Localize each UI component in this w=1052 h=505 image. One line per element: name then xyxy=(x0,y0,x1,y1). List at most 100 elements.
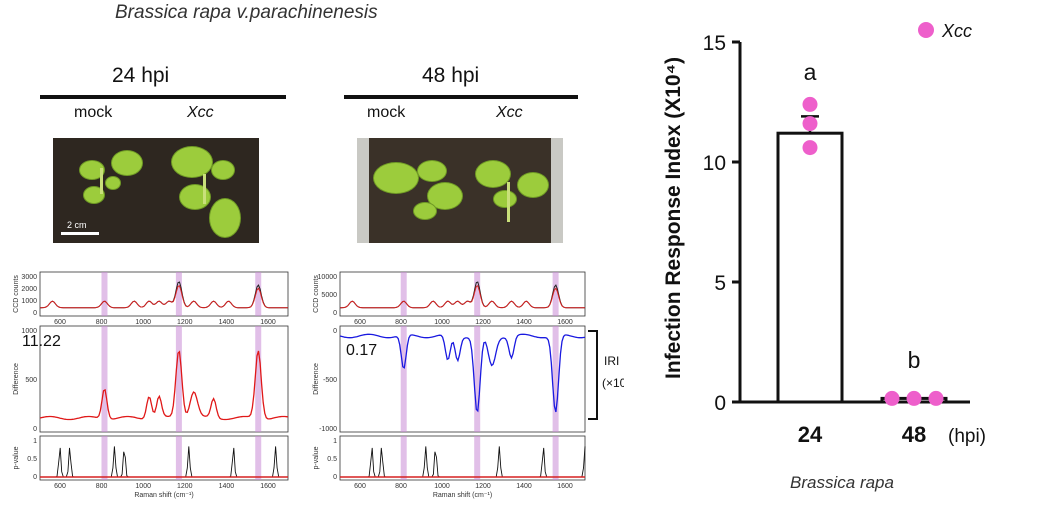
panel-24-xcc-label: Xcc xyxy=(187,104,214,121)
y-tick-label: 10 xyxy=(703,152,726,175)
difference-spectrum-line xyxy=(339,333,586,413)
spectrum-x-tick: 600 xyxy=(54,483,66,490)
scale-bar-label: 2 cm xyxy=(67,220,87,230)
highlight-band xyxy=(552,436,559,480)
legend-label: Xcc xyxy=(941,21,972,41)
spectrum-x-tick: 600 xyxy=(354,319,366,326)
highlight-band xyxy=(255,326,262,432)
iri-bracket-unit: (×10 xyxy=(602,376,624,390)
panel-48-time-label: 48 hpi xyxy=(422,64,480,87)
highlight-band xyxy=(552,326,559,432)
spectrum-x-tick: 800 xyxy=(395,319,407,326)
legend-marker xyxy=(918,22,934,38)
spectrum-y-tick: 5000 xyxy=(321,292,337,299)
spectrum-x-tick: 1000 xyxy=(135,319,151,326)
scale-bar xyxy=(61,232,99,235)
spectrum-axis-label: CCD counts xyxy=(13,275,20,313)
spectrum-y-tick: 10000 xyxy=(318,274,338,281)
y-tick-label: 15 xyxy=(703,32,726,55)
spectrum-x-tick: 1600 xyxy=(557,319,573,326)
highlight-band xyxy=(175,326,182,432)
panel-48-mock-label: mock xyxy=(367,104,406,121)
photo-24hpi: 2 cm xyxy=(53,138,259,243)
spectrum-x-tick: 800 xyxy=(395,483,407,490)
spectrum-x-tick: 600 xyxy=(54,319,66,326)
spectrum-x-axis-label: Raman shift (cm⁻¹) xyxy=(433,492,492,499)
spectrum-y-tick: -500 xyxy=(323,377,337,384)
highlight-band xyxy=(175,272,182,316)
panel-24-header-rule xyxy=(40,95,286,99)
spectrum-y-tick: 0.5 xyxy=(27,456,37,463)
highlight-band xyxy=(474,326,481,432)
highlight-band xyxy=(552,272,559,316)
highlight-band xyxy=(101,436,108,480)
spectrum-y-tick: 1000 xyxy=(21,328,37,335)
spectrum-frame xyxy=(339,271,586,317)
panel-24-mock-label: mock xyxy=(74,104,113,121)
spectrum-x-tick: 1000 xyxy=(135,483,151,490)
spectrum-x-tick: 1400 xyxy=(219,483,235,490)
y-axis-label: Infection Response Index (X10⁴) xyxy=(662,57,685,379)
panel-48-xcc-label: Xcc xyxy=(496,104,523,121)
spectrum-frame xyxy=(39,271,289,317)
data-point xyxy=(906,390,922,406)
spectrum-x-tick: 600 xyxy=(354,483,366,490)
spectrum-y-tick: 0 xyxy=(333,310,337,317)
significance-label: b xyxy=(908,347,921,373)
spectrum-frame xyxy=(339,435,586,481)
highlight-band xyxy=(474,272,481,316)
data-point xyxy=(802,116,818,132)
data-point xyxy=(884,390,900,406)
spectra-area: 3000 2000 1000 0 CCD counts 600 800 1000 1200 140… xyxy=(0,262,640,500)
panel-24-time-label: 24 hpi xyxy=(112,64,170,87)
spectrum-frame xyxy=(39,325,289,433)
spectrum-y-tick: 0 xyxy=(33,310,37,317)
iri-value-48: 0.17 xyxy=(346,342,378,359)
x-axis-label: Brassica rapa xyxy=(790,473,894,492)
difference-spectrum-line xyxy=(39,350,289,421)
spectrum-y-tick: 1 xyxy=(33,438,37,445)
spectrum-x-tick: 1000 xyxy=(434,319,450,326)
spectrum-x-tick: 1600 xyxy=(260,483,276,490)
highlight-band xyxy=(101,326,108,432)
spectrum-x-tick: 1400 xyxy=(516,319,532,326)
bar-chart-svg: Infection Response Index (X10⁴) Brassica… xyxy=(662,21,986,492)
iri-bracket xyxy=(588,330,598,420)
highlight-band xyxy=(175,436,182,480)
spectrum-x-tick: 1400 xyxy=(219,319,235,326)
spectrum-axis-label: p-value xyxy=(313,446,320,469)
spectrum-x-axis-label: Raman shift (cm⁻¹) xyxy=(134,492,193,499)
panel-48-header-rule xyxy=(344,95,578,99)
photo-48hpi xyxy=(357,138,563,243)
ccd-spectrum-line xyxy=(340,285,585,309)
x-unit-label: (hpi) xyxy=(948,426,986,447)
spectrum-x-tick: 800 xyxy=(96,319,108,326)
x-tick-label: 48 xyxy=(902,422,926,447)
spectrum-y-tick: 500 xyxy=(25,377,37,384)
highlight-band xyxy=(400,436,407,480)
spectrum-frame xyxy=(39,435,289,481)
spectrum-axis-label: Difference xyxy=(313,363,320,395)
spectrum-x-tick: 1000 xyxy=(434,483,450,490)
significance-label: a xyxy=(804,59,817,85)
y-tick-label: 5 xyxy=(714,272,726,295)
spectrum-axis-label: Difference xyxy=(13,363,20,395)
spectrum-x-tick: 1200 xyxy=(475,483,491,490)
iri-value-24: 11.22 xyxy=(22,333,61,350)
bar-chart: Infection Response Index (X10⁴) Brassica… xyxy=(640,0,1052,500)
highlight-band xyxy=(474,436,481,480)
figure-title: Brassica rapa v.parachinenesis xyxy=(115,2,378,23)
spectrum-y-tick: 0.5 xyxy=(327,456,337,463)
highlight-band xyxy=(101,272,108,316)
spectrum-y-tick: 0 xyxy=(33,426,37,433)
spectrum-x-tick: 1200 xyxy=(177,319,193,326)
y-tick-label: 0 xyxy=(714,392,726,415)
spectrum-y-tick: 0 xyxy=(333,328,337,335)
spectrum-frame xyxy=(339,325,586,433)
spectrum-y-tick: 1 xyxy=(333,438,337,445)
spectrum-x-tick: 1600 xyxy=(557,483,573,490)
spectrum-x-tick: 1200 xyxy=(475,319,491,326)
highlight-band xyxy=(255,272,262,316)
spectrum-y-tick: -1000 xyxy=(319,426,337,433)
